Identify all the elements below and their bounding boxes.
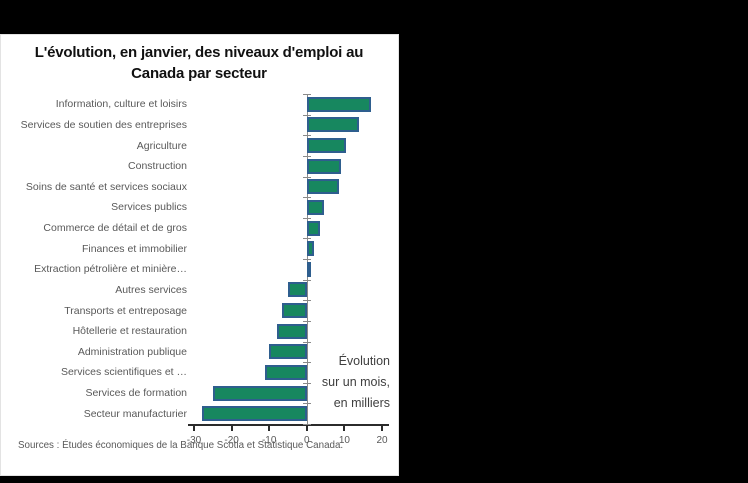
- category-label: Hôtellerie et restauration: [72, 325, 187, 338]
- category-axis-tick: [303, 217, 312, 219]
- category-label: Transports et entreposage: [64, 304, 187, 317]
- bar: [276, 323, 307, 339]
- category-label: Information, culture et loisirs: [55, 98, 187, 111]
- category-label: Agriculture: [136, 139, 187, 152]
- x-tick-label: -10: [261, 435, 277, 446]
- category-label: Extraction pétrolière et minière…: [34, 263, 187, 276]
- bar: [265, 364, 307, 380]
- category-axis-tick: [303, 176, 312, 178]
- category-label: Autres services: [115, 283, 187, 296]
- bar: [306, 241, 315, 257]
- x-tick-label: 10: [338, 435, 350, 446]
- annotation-line: en milliers: [333, 396, 390, 410]
- x-tick-label: 0: [304, 435, 310, 446]
- bar: [306, 261, 311, 277]
- category-axis-tick: [303, 300, 312, 302]
- bar: [306, 199, 324, 215]
- plot-area: -30 -20 -10 0 10 20: [187, 94, 389, 446]
- chart-panel: L'évolution, en janvier, des niveaux d'e…: [0, 34, 399, 476]
- x-tick-label: -20: [224, 435, 239, 446]
- category-axis-tick: [303, 155, 312, 157]
- bar: [201, 406, 307, 422]
- category-label: Secteur manufacturier: [83, 407, 187, 420]
- category-axis-tick: [303, 341, 312, 343]
- category-label: Finances et immobilier: [81, 242, 187, 255]
- category-axis-tick: [303, 197, 312, 199]
- category-axis-tick: [303, 424, 312, 425]
- x-axis-tick: [230, 426, 233, 431]
- annotation-line: Évolution: [338, 354, 390, 368]
- category-axis-tick: [303, 382, 312, 384]
- bar: [306, 158, 341, 174]
- bar: [306, 96, 371, 112]
- category-label: Construction: [128, 160, 187, 173]
- bar: [212, 385, 307, 401]
- category-axis-tick: [303, 135, 312, 137]
- category-axis-tick: [303, 403, 312, 405]
- category-axis-tick: [303, 114, 312, 116]
- bar: [306, 138, 347, 154]
- category-axis-tick: [303, 94, 312, 95]
- x-axis-tick: [268, 426, 271, 431]
- x-tick-label: 20: [376, 435, 388, 446]
- category-label: Services de soutien des entreprises: [20, 118, 187, 131]
- x-axis-tick: [343, 426, 346, 431]
- category-labels: Information, culture et loisirs Services …: [1, 94, 187, 424]
- category-axis-tick: [303, 238, 312, 240]
- bar: [306, 117, 360, 133]
- bar: [269, 344, 307, 360]
- bar: [282, 303, 307, 319]
- source-note: Sources : Études économiques de la Banqu…: [18, 440, 344, 451]
- bar: [288, 282, 307, 298]
- category-label: Administration publique: [77, 345, 187, 358]
- bar: [306, 179, 339, 195]
- annotation: Évolution sur un mois, en milliers: [322, 351, 390, 414]
- x-axis-tick: [381, 426, 383, 431]
- category-label: Services scientifiques et …: [60, 366, 187, 379]
- category-axis-tick: [303, 279, 312, 281]
- chart-title: L'évolution, en janvier, des niveaux d'e…: [34, 44, 364, 82]
- annotation-line: sur un mois,: [321, 375, 390, 389]
- category-label: Commerce de détail et de gros: [43, 222, 187, 235]
- x-axis-tick: [193, 426, 195, 431]
- category-label: Services publics: [111, 201, 187, 214]
- x-axis-tick: [305, 426, 308, 431]
- category-label: Soins de santé et services sociaux: [25, 180, 187, 193]
- bar: [306, 220, 320, 236]
- category-label: Services de formation: [85, 387, 187, 400]
- x-axis-line: [188, 424, 389, 426]
- category-axis-tick: [303, 362, 312, 364]
- category-axis-tick: [303, 320, 312, 322]
- category-axis-tick: [303, 259, 312, 260]
- x-tick-label: -30: [186, 435, 202, 446]
